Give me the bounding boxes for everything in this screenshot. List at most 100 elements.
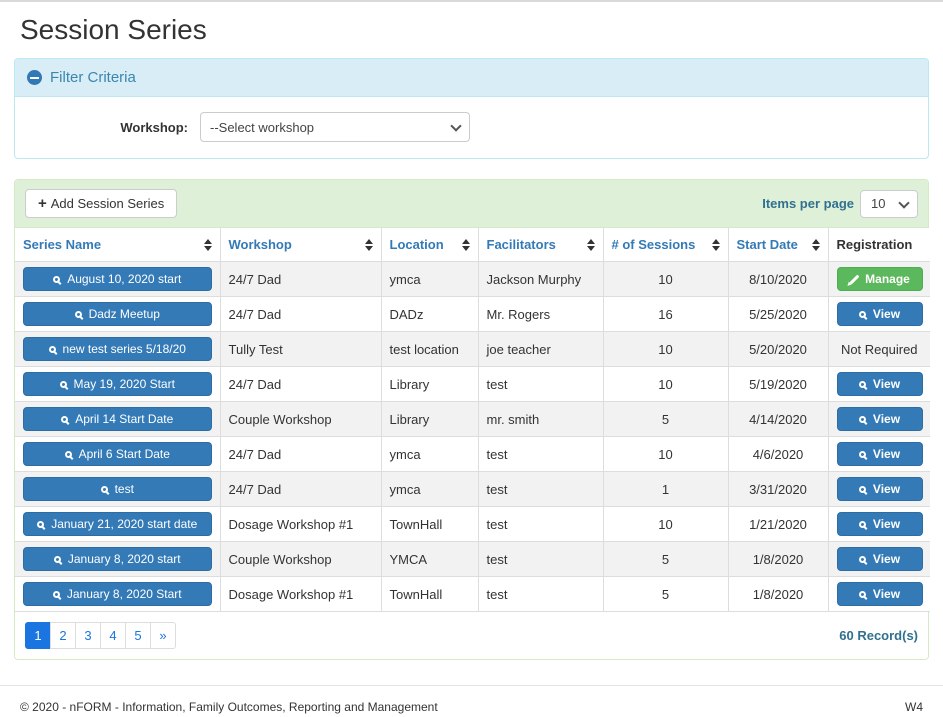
series-name-button[interactable]: August 10, 2020 start: [23, 267, 212, 291]
column-label: Registration: [836, 237, 913, 252]
cell-facilitators: mr. smith: [478, 401, 604, 437]
sort-arrows-icon: [364, 238, 373, 251]
search-icon: [100, 485, 108, 493]
table-row: April 6 Start Date 24/7 Dad ymca test 10 4/6/…: [15, 436, 930, 472]
add-session-series-label: Add Session Series: [50, 196, 165, 211]
action-button-label: View: [872, 517, 901, 531]
cell-facilitators: test: [478, 541, 604, 577]
page-button-1[interactable]: 1: [25, 622, 51, 649]
view-button[interactable]: View: [836, 372, 923, 396]
cell-facilitators: test: [478, 366, 604, 402]
cell-series-name: test: [15, 471, 221, 507]
add-session-series-button[interactable]: Add Session Series: [25, 189, 178, 218]
cell-registration: View: [828, 541, 930, 577]
cell-series-name: May 19, 2020 Start: [15, 366, 221, 402]
cell-workshop: Couple Workshop: [220, 541, 382, 577]
table-row: test 24/7 Dad ymca test 1 3/31/2020 View: [15, 471, 930, 507]
search-icon: [59, 380, 67, 388]
series-name-label: January 8, 2020 Start: [66, 587, 182, 601]
filter-criteria-header[interactable]: Filter Criteria: [15, 59, 928, 97]
column-header-start-date[interactable]: Start Date: [728, 228, 829, 262]
cell-location: Library: [381, 366, 479, 402]
column-label: Start Date: [736, 237, 798, 252]
table-header-row: Series Name Workshop Location Facilitators #…: [15, 228, 930, 262]
items-per-page-select[interactable]: 10: [860, 189, 918, 218]
footer-divider: [0, 685, 943, 686]
search-icon: [858, 310, 866, 318]
search-icon: [48, 345, 56, 353]
footer-version: W4: [905, 700, 923, 714]
filter-body: Workshop: --Select workshop: [15, 97, 928, 158]
manage-button[interactable]: Manage: [836, 267, 923, 291]
cell-workshop: Dosage Workshop #1: [220, 576, 382, 612]
series-name-button[interactable]: January 8, 2020 start: [23, 547, 212, 571]
series-name-label: new test series 5/18/20: [62, 342, 186, 356]
cell-facilitators: test: [478, 506, 604, 542]
column-header-workshop[interactable]: Workshop: [220, 228, 382, 262]
action-button-label: View: [872, 447, 901, 461]
cell-sessions: 5: [603, 576, 729, 612]
series-name-label: May 19, 2020 Start: [73, 377, 175, 391]
cell-start-date: 5/20/2020: [728, 331, 829, 367]
filter-criteria-title: Filter Criteria: [50, 69, 136, 86]
series-name-button[interactable]: January 8, 2020 Start: [23, 582, 212, 606]
search-icon: [52, 590, 60, 598]
session-series-table: Series Name Workshop Location Facilitators #…: [15, 228, 930, 612]
cell-start-date: 1/21/2020: [728, 506, 829, 542]
next-pages-button[interactable]: »: [150, 622, 176, 649]
series-name-button[interactable]: January 21, 2020 start date: [23, 512, 212, 536]
column-label: # of Sessions: [611, 237, 696, 252]
table-row: May 19, 2020 Start 24/7 Dad Library test 10 5…: [15, 366, 930, 402]
pagination: 1 2 3 4 5»: [25, 622, 176, 649]
items-per-page-label: Items per page: [762, 196, 854, 211]
column-header-facilitators[interactable]: Facilitators: [478, 228, 604, 262]
series-name-button[interactable]: April 14 Start Date: [23, 407, 212, 431]
cell-series-name: August 10, 2020 start: [15, 261, 221, 297]
page-footer: © 2020 - nFORM - Information, Family Out…: [0, 686, 943, 714]
page-button-2[interactable]: 2: [50, 622, 76, 649]
series-name-button[interactable]: Dadz Meetup: [23, 302, 212, 326]
table-row: April 14 Start Date Couple Workshop Librar…: [15, 401, 930, 437]
column-header-location[interactable]: Location: [381, 228, 479, 262]
cell-workshop: Dosage Workshop #1: [220, 506, 382, 542]
view-button[interactable]: View: [836, 582, 923, 606]
cell-workshop: Couple Workshop: [220, 401, 382, 437]
series-name-button[interactable]: April 6 Start Date: [23, 442, 212, 466]
column-header-series-name[interactable]: Series Name: [15, 228, 221, 262]
view-button[interactable]: View: [836, 442, 923, 466]
column-header-of-sessions[interactable]: # of Sessions: [603, 228, 729, 262]
page-button-3[interactable]: 3: [75, 622, 101, 649]
series-name-button[interactable]: May 19, 2020 Start: [23, 372, 212, 396]
series-name-label: Dadz Meetup: [88, 307, 160, 321]
footer-copyright: © 2020 - nFORM - Information, Family Out…: [20, 700, 438, 714]
cell-facilitators: joe teacher: [478, 331, 604, 367]
view-button[interactable]: View: [836, 477, 923, 501]
view-button[interactable]: View: [836, 512, 923, 536]
table-row: January 8, 2020 start Couple Workshop YMCA…: [15, 541, 930, 577]
series-name-button[interactable]: test: [23, 477, 212, 501]
search-icon: [858, 590, 866, 598]
table-row: January 8, 2020 Start Dosage Workshop #1 T…: [15, 576, 930, 612]
series-name-button[interactable]: new test series 5/18/20: [23, 337, 212, 361]
cell-sessions: 10: [603, 261, 729, 297]
cell-series-name: April 14 Start Date: [15, 401, 221, 437]
page-button-5[interactable]: 5: [125, 622, 151, 649]
view-button[interactable]: View: [836, 547, 923, 571]
record-count: 60 Record(s): [839, 628, 918, 643]
cell-location: ymca: [381, 436, 479, 472]
cell-location: Library: [381, 401, 479, 437]
action-button-label: View: [872, 552, 901, 566]
page-title: Session Series: [20, 14, 207, 45]
series-name-label: August 10, 2020 start: [67, 272, 182, 286]
workshop-select[interactable]: --Select workshop: [200, 112, 470, 142]
cell-start-date: 8/10/2020: [728, 261, 829, 297]
view-button[interactable]: View: [836, 302, 923, 326]
search-icon: [37, 520, 45, 528]
view-button[interactable]: View: [836, 407, 923, 431]
search-icon: [53, 275, 61, 283]
page-button-4[interactable]: 4: [100, 622, 126, 649]
series-name-label: April 14 Start Date: [75, 412, 174, 426]
search-icon: [64, 450, 72, 458]
plus-icon: [38, 196, 47, 211]
cell-start-date: 3/31/2020: [728, 471, 829, 507]
